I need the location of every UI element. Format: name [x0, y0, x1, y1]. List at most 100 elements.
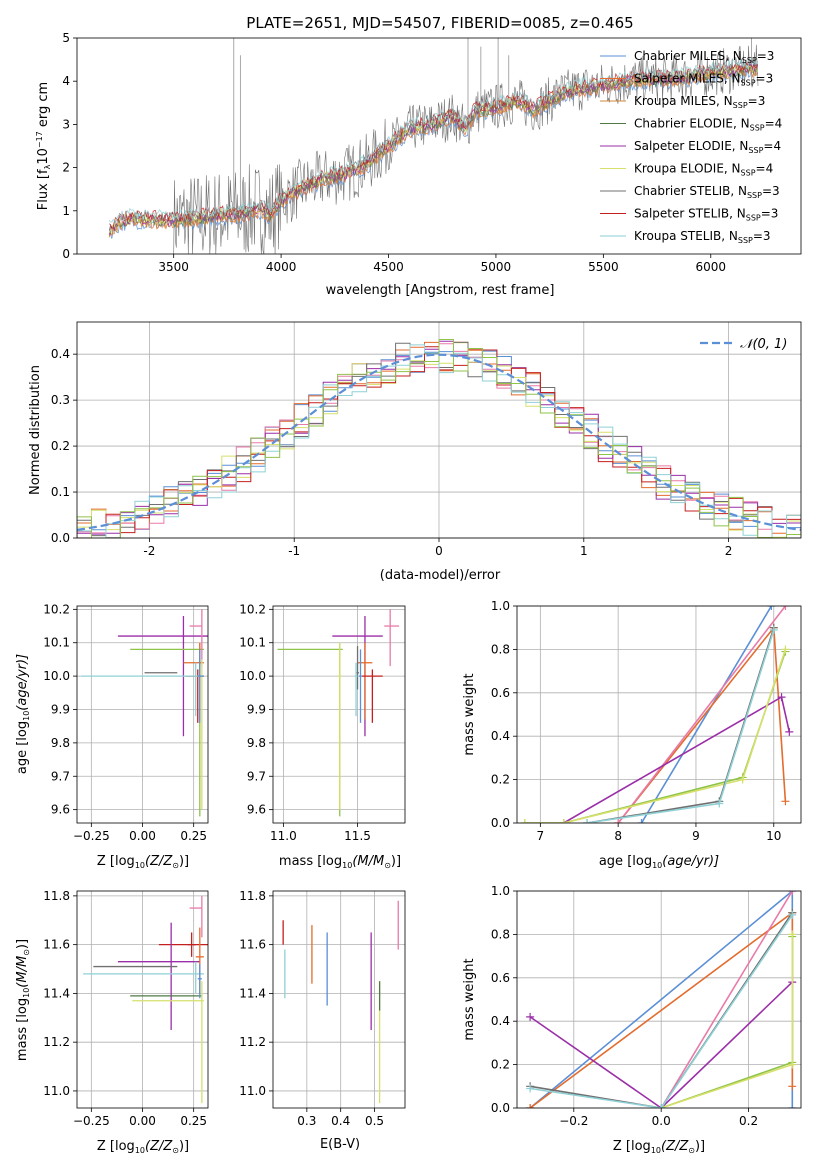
y-tick-label: 11.6 — [43, 938, 70, 952]
y-tick-label: 11.8 — [43, 889, 70, 903]
axes-frame — [76, 321, 802, 539]
y-tick-label: 10.0 — [43, 669, 70, 683]
y-tick-label: 0 — [62, 247, 70, 261]
y-axis-label: Normed distribution — [28, 365, 43, 495]
mass-vs-reddening-panel: 0.3 0.4 0.5 11.0 11.2 11.4 11.6 11.8 E(B-V) — [239, 889, 406, 1152]
y-tick-label: 0.0 — [491, 816, 510, 830]
legend-entry: 𝒩(0, 1) — [740, 337, 787, 352]
weight-marker — [738, 775, 747, 784]
y-tick-label: 9.6 — [51, 803, 70, 817]
x-tick-label: 5000 — [481, 260, 512, 274]
y-tick-label: 10.2 — [239, 602, 266, 616]
x-axis-label: wavelength [Angstrom, rest frame] — [326, 283, 555, 298]
y-tick-label: 1 — [62, 204, 70, 218]
age-vs-metallicity-panel: −0.25 0.00 0.25 9.6 9.7 9.8 9.9 10.0 10.1 10.2 Z [… — [15, 602, 209, 870]
x-tick-label: 7 — [537, 829, 545, 843]
weight-marker — [788, 1104, 797, 1108]
weight-marker — [614, 819, 623, 823]
histogram-step — [77, 339, 801, 538]
y-tick-label: 0.0 — [51, 531, 70, 545]
axes-frame — [272, 890, 406, 1109]
y-tick-label: 0.4 — [491, 729, 510, 743]
weight-line — [529, 912, 793, 1108]
weight-line — [529, 981, 793, 1108]
spectrum-panel: 3500 4000 4500 5000 5500 6000 0 1 2 3 4 5 PLATE=2651… — [35, 14, 802, 298]
x-tick-label: 11.5 — [344, 829, 371, 843]
mass-vs-metallicity-panel: −0.25 0.00 0.25 11.0 11.2 11.4 11.6 11.8 Z [log1… — [15, 889, 209, 1155]
age-vs-mass-panel: 11.0 11.5 9.6 9.7 9.8 9.9 10.0 10.1 10.2 mass [lo… — [239, 602, 406, 870]
y-tick-label: 11.2 — [43, 1035, 70, 1049]
y-tick-label: 9.7 — [51, 769, 70, 783]
y-tick-label: 10.1 — [239, 636, 266, 650]
x-tick-label: -1 — [288, 544, 300, 558]
legend-entry: Kroupa STELIB, NSSP=3 — [634, 229, 771, 245]
axes-frame — [76, 890, 209, 1109]
x-tick-label: 0 — [435, 544, 443, 558]
gaussian-curve — [77, 353, 801, 531]
axes-frame — [76, 37, 802, 255]
weight-marker — [788, 891, 797, 895]
x-tick-label: −0.2 — [559, 1114, 588, 1128]
y-tick-label: 11.8 — [239, 889, 266, 903]
x-tick-label: 10 — [766, 829, 781, 843]
y-tick-label: 0.3 — [51, 393, 70, 407]
legend: Chabrier MILES, NSSP=3 Salpeter MILES, NS… — [600, 49, 782, 245]
x-axis-label: Z [log10(Z/Z⊙)] — [613, 1139, 705, 1155]
axes-frame — [516, 890, 802, 1109]
x-tick-label: 0.5 — [365, 1114, 384, 1128]
x-axis-label: mass [log10(M/M⊙)] — [279, 854, 401, 870]
legend-entry: Salpeter MILES, NSSP=3 — [634, 72, 773, 88]
x-axis-label: Z [log10(Z/Z⊙)] — [97, 854, 189, 870]
axes-frame — [76, 605, 209, 824]
y-tick-label: 0.4 — [491, 1014, 510, 1028]
y-tick-label: 2 — [62, 161, 70, 175]
plot-area — [520, 606, 794, 823]
x-tick-label: 3500 — [158, 260, 189, 274]
y-tick-label: 1.0 — [491, 599, 510, 613]
weight-marker — [559, 819, 568, 823]
chart-title: PLATE=2651, MJD=54507, FIBERID=0085, z=0… — [246, 14, 633, 32]
y-tick-label: 0.8 — [491, 642, 510, 656]
x-tick-label: 0.25 — [180, 1114, 207, 1128]
weight-marker — [781, 606, 790, 610]
weight-marker — [781, 645, 790, 654]
y-tick-label: 11.6 — [239, 938, 266, 952]
y-tick-label: 5 — [62, 31, 70, 45]
plot-area — [277, 609, 400, 817]
y-axis-label: Flux [fλ10−17 erg cm — [35, 82, 52, 210]
plot-area — [81, 609, 208, 817]
weight-marker — [520, 819, 529, 823]
legend-entry: Salpeter STELIB, NSSP=3 — [634, 207, 778, 223]
y-tick-label: 11.2 — [239, 1035, 266, 1049]
x-axis-label: Z [log10(Z/Z⊙)] — [97, 1139, 189, 1155]
weight-line — [617, 606, 787, 823]
plot-area — [282, 900, 399, 1104]
residuals-panel: -2 -1 0 1 2 0.0 0.1 0.2 0.3 0.4 (data-model)/error… — [28, 321, 802, 583]
y-axis-label: mass [log10(M/M⊙)] — [15, 939, 31, 1061]
y-axis-label: age [log10(age/yr)] — [15, 654, 31, 774]
x-tick-label: 0.25 — [180, 829, 207, 843]
y-tick-label: 1.0 — [491, 884, 510, 898]
x-tick-label: 0.00 — [129, 1114, 156, 1128]
x-tick-label: 4000 — [266, 260, 297, 274]
y-tick-label: 9.9 — [51, 702, 70, 716]
weight-marker — [526, 1084, 535, 1093]
axes-frame — [516, 605, 802, 824]
x-axis-label: E(B-V) — [320, 1137, 360, 1152]
legend-entry: Salpeter ELODIE, NSSP=4 — [634, 139, 781, 155]
weight-vs-metallicity-panel: −0.2 0.0 0.2 0.0 0.2 0.4 0.6 0.8 1.0 mass weight Z… — [462, 884, 802, 1155]
y-tick-label: 9.6 — [247, 803, 266, 817]
y-tick-label: 9.8 — [247, 736, 266, 750]
weight-line — [524, 651, 787, 823]
y-axis-label: mass weight — [462, 673, 477, 755]
x-tick-label: 4500 — [373, 260, 404, 274]
x-tick-label: 8 — [614, 829, 622, 843]
weight-line — [529, 914, 793, 1108]
weight-line — [660, 891, 793, 1108]
x-tick-label: −0.25 — [73, 1114, 110, 1128]
y-tick-label: 10.0 — [239, 669, 266, 683]
x-tick-label: 0.3 — [297, 1114, 316, 1128]
legend-entry: Kroupa MILES, NSSP=3 — [634, 94, 765, 110]
legend-entry: Chabrier MILES, NSSP=3 — [634, 49, 774, 65]
y-tick-label: 9.9 — [247, 702, 266, 716]
